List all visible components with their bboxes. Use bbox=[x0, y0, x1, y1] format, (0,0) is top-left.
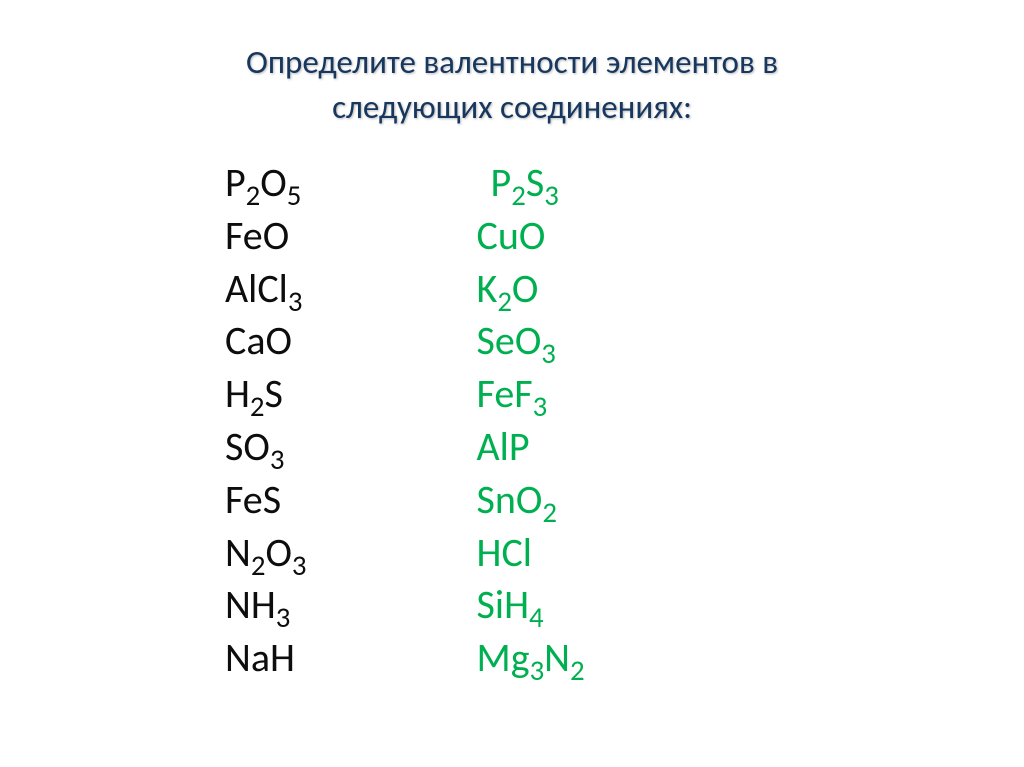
chemical-formula: CuO bbox=[477, 210, 585, 263]
left-formula-column: P2O5FeOAlCl3CaOH2SSO3FeSN2O3NH3NaH bbox=[225, 157, 307, 685]
chemical-formula: CaO bbox=[225, 315, 307, 368]
chemical-formula: SeO3 bbox=[477, 315, 585, 368]
chemical-formula: Mg3N2 bbox=[477, 632, 585, 685]
chemical-formula: H2S bbox=[225, 368, 307, 421]
chemical-formula: NaH bbox=[225, 632, 307, 685]
chemical-formula: FeS bbox=[225, 474, 307, 527]
formula-content: P2O5FeOAlCl3CaOH2SSO3FeSN2O3NH3NaH P2S3C… bbox=[60, 157, 964, 685]
chemical-formula: AlP bbox=[477, 421, 585, 474]
chemical-formula: SnO2 bbox=[477, 474, 585, 527]
chemical-formula: HCl bbox=[477, 527, 585, 580]
chemical-formula: SO3 bbox=[225, 421, 307, 474]
title-line-1: Определите валентности элементов в bbox=[246, 42, 778, 82]
chemical-formula: N2O3 bbox=[225, 527, 307, 580]
right-formula-column: P2S3CuOK2OSeO3FeF3AlPSnO2HClSiH4Mg3N2 bbox=[477, 157, 585, 685]
chemical-formula: P2S3 bbox=[477, 157, 585, 210]
chemical-formula: NH3 bbox=[225, 579, 307, 632]
slide-title: Определите валентности элементов в следу… bbox=[60, 40, 964, 129]
chemical-formula: SiH4 bbox=[477, 579, 585, 632]
chemical-formula: K2O bbox=[477, 263, 585, 316]
title-line-2: следующих соединениях: bbox=[332, 87, 692, 127]
chemical-formula: FeO bbox=[225, 210, 307, 263]
chemical-formula: P2O5 bbox=[225, 157, 307, 210]
chemical-formula: FeF3 bbox=[477, 368, 585, 421]
chemical-formula: AlCl3 bbox=[225, 263, 307, 316]
